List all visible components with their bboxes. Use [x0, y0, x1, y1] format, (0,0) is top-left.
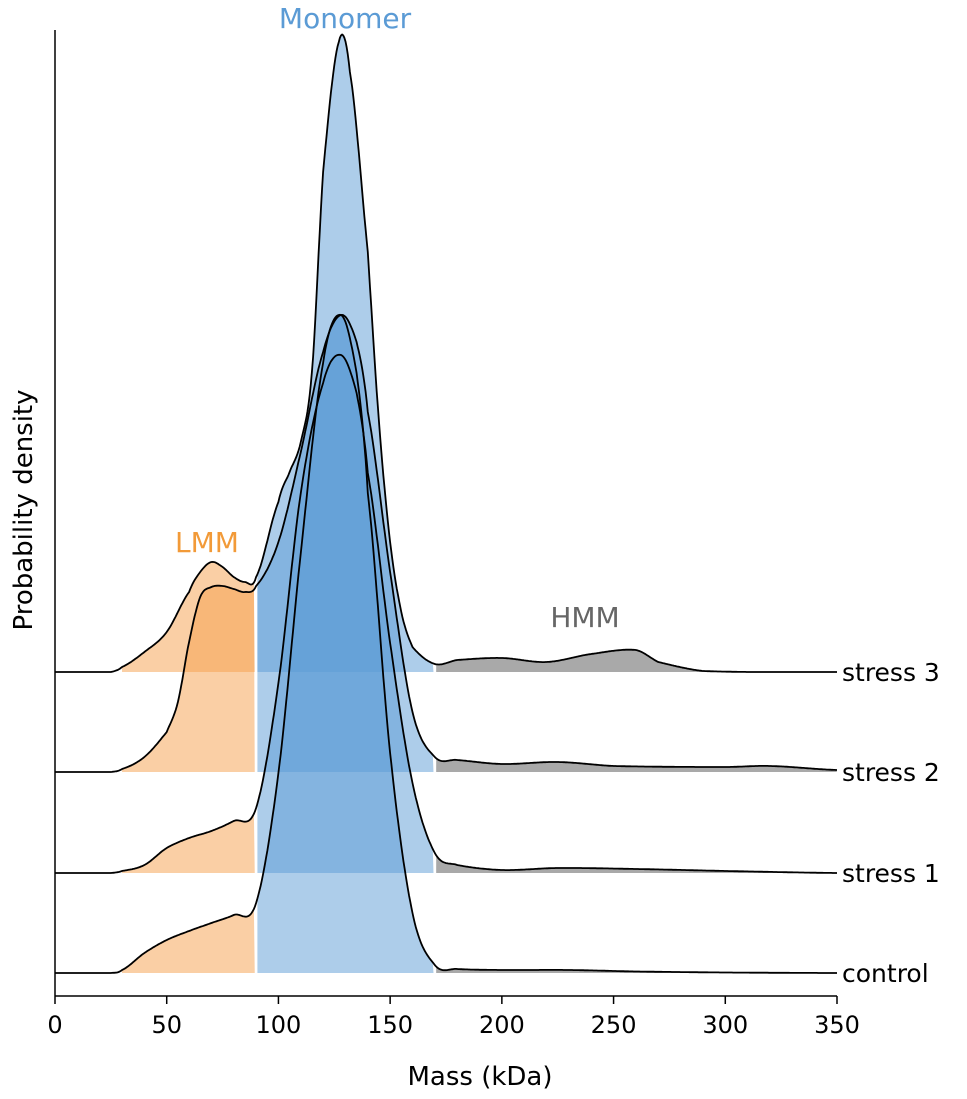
stress-3-density-line: [55, 33, 837, 673]
x-tick-label: 100: [256, 1011, 302, 1039]
series-label-control: control: [842, 959, 929, 988]
x-tick-label: 0: [47, 1011, 62, 1039]
x-tick-label: 150: [367, 1011, 413, 1039]
series-label-stress-2: stress 2: [842, 758, 940, 787]
stress-1-lmm-fill: [122, 813, 255, 873]
x-tick-label: 300: [702, 1011, 748, 1039]
x-ticks: 0 50 100 150 200 250 300 350: [47, 996, 860, 1039]
x-tick-label: 200: [479, 1011, 525, 1039]
series-label-stress-3: stress 3: [842, 658, 940, 687]
stress-3-hmm-fill: [436, 649, 837, 672]
stress-2-lmm-fill: [122, 585, 255, 772]
control-lmm-fill: [122, 909, 255, 973]
stress-1-density-line: [55, 353, 837, 874]
region-labels: LMM Monomer HMM: [175, 2, 620, 634]
region-label-lmm: LMM: [175, 526, 239, 559]
x-axis-label: Mass (kDa): [407, 1062, 552, 1092]
control-hmm-fill: [436, 966, 837, 973]
stress-2-density-line: [55, 313, 837, 773]
x-tick-label: 350: [814, 1011, 860, 1039]
series-labels: control stress 1 stress 2 stress 3: [842, 658, 940, 988]
region-label-hmm: HMM: [550, 601, 619, 634]
x-tick-label: 50: [151, 1011, 182, 1039]
y-axis-label: Probability density: [9, 389, 39, 630]
x-tick-label: 250: [591, 1011, 637, 1039]
series-label-stress-1: stress 1: [842, 859, 940, 888]
control-monomer-fill: [257, 314, 434, 973]
density-fills: [122, 34, 837, 973]
region-label-monomer: Monomer: [279, 2, 412, 35]
control-density-line: [55, 313, 837, 974]
density-outlines: [55, 33, 837, 974]
stress-2-hmm-fill: [436, 758, 837, 772]
